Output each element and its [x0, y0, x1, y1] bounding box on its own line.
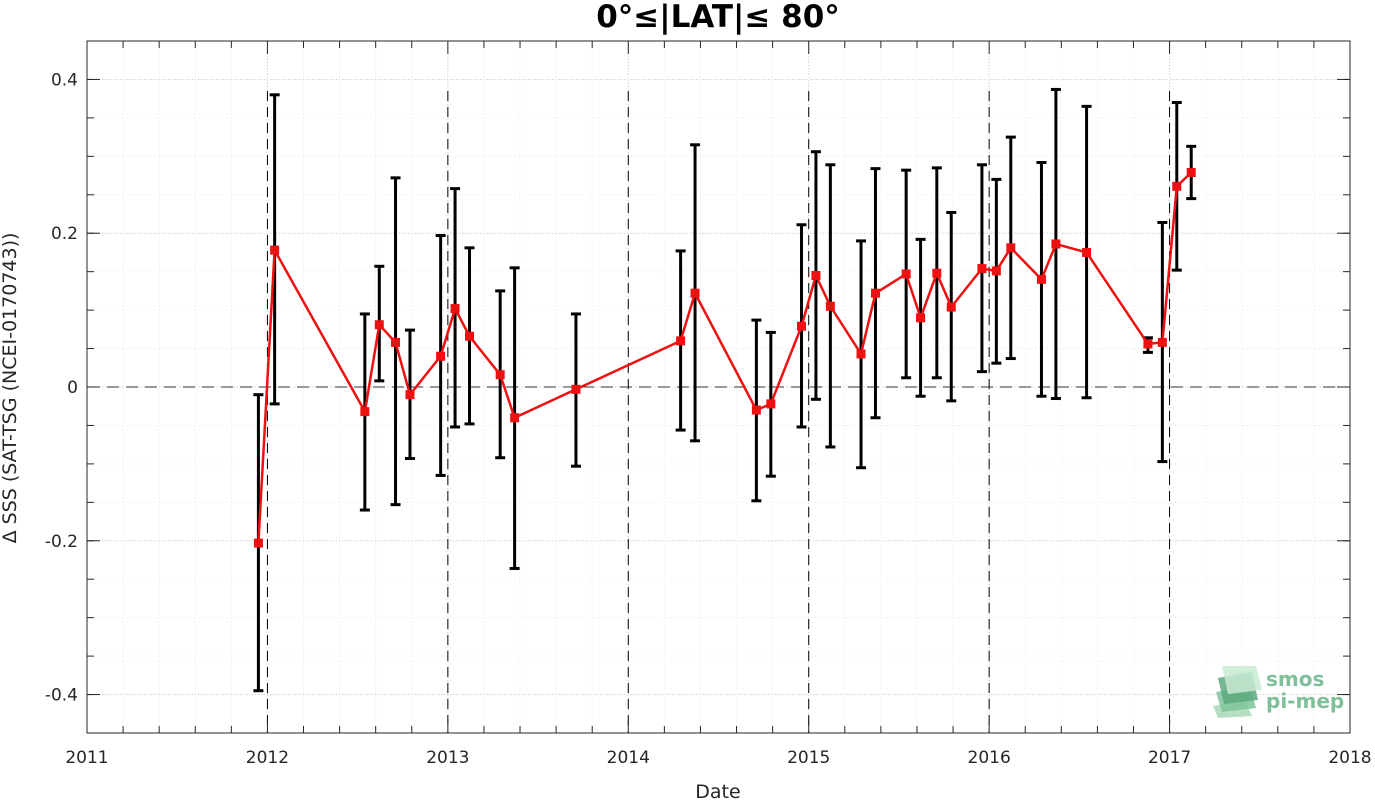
- y-tick-label: 0.2: [51, 224, 78, 244]
- x-tick-label: 2015: [787, 748, 830, 768]
- data-point: [856, 349, 866, 359]
- data-point: [571, 384, 581, 394]
- data-point: [495, 370, 505, 380]
- data-point: [766, 399, 776, 409]
- data-point: [796, 321, 806, 331]
- data-markers: [253, 167, 1196, 548]
- data-point: [510, 413, 520, 423]
- data-point: [977, 264, 987, 274]
- data-point: [360, 407, 370, 417]
- series-line: [257, 171, 1193, 544]
- logo-mark-icon: [1213, 666, 1262, 718]
- y-tick-labels: 0.4 0.2 0 -0.2 -0.4: [45, 70, 78, 705]
- data-point: [1172, 181, 1182, 191]
- data-point: [270, 245, 280, 255]
- data-point: [253, 538, 263, 548]
- x-axis-label: Date: [695, 781, 740, 801]
- data-point: [811, 271, 821, 281]
- data-point: [374, 320, 384, 330]
- x-tick-label: 2011: [65, 748, 108, 768]
- logo-text-line2: pi-mep: [1266, 689, 1344, 713]
- data-point: [946, 302, 956, 312]
- data-point: [932, 268, 942, 278]
- data-point: [1186, 167, 1196, 177]
- x-tick-labels: 2011 2012 2013 2014 2015 2016 2017 2018: [65, 748, 1371, 768]
- error-bars: [253, 87, 1197, 693]
- y-tick-label: -0.2: [45, 532, 78, 552]
- x-tick-label: 2012: [246, 748, 289, 768]
- data-point: [690, 288, 700, 298]
- y-axis-label: Δ SSS (SAT-TSG (NCEI-0170743)): [0, 233, 21, 544]
- x-tick-label: 2016: [968, 748, 1011, 768]
- y-tick-label: 0.4: [51, 70, 78, 90]
- x-tick-label: 2014: [607, 748, 650, 768]
- data-point: [1157, 337, 1167, 347]
- data-point: [450, 304, 460, 314]
- y-tick-label: -0.4: [45, 686, 78, 706]
- data-point: [991, 266, 1001, 276]
- smos-pi-mep-logo: smos pi-mep: [1213, 666, 1344, 718]
- data-point: [676, 336, 686, 346]
- logo-text-line1: smos: [1266, 667, 1324, 691]
- x-tick-label: 2018: [1328, 748, 1371, 768]
- axis-ticks: [86, 40, 1351, 734]
- data-point: [901, 269, 911, 279]
- year-dividers: [266, 90, 1171, 733]
- data-point: [751, 405, 761, 415]
- x-tick-label: 2013: [426, 748, 469, 768]
- data-point: [825, 301, 835, 311]
- y-tick-label: 0: [67, 378, 78, 398]
- series-line-group: [257, 171, 1193, 544]
- data-point: [465, 331, 475, 341]
- data-point: [436, 351, 446, 361]
- data-point: [916, 313, 926, 323]
- chart-title: 0°≤|LAT|≤ 80°: [596, 0, 840, 35]
- data-point: [870, 288, 880, 298]
- data-point: [1051, 239, 1061, 249]
- data-point: [1006, 243, 1016, 253]
- data-point: [1036, 274, 1046, 284]
- data-point: [1082, 247, 1092, 257]
- data-point: [391, 337, 401, 347]
- x-tick-label: 2017: [1148, 748, 1191, 768]
- data-point: [1143, 339, 1153, 349]
- data-point: [405, 390, 415, 400]
